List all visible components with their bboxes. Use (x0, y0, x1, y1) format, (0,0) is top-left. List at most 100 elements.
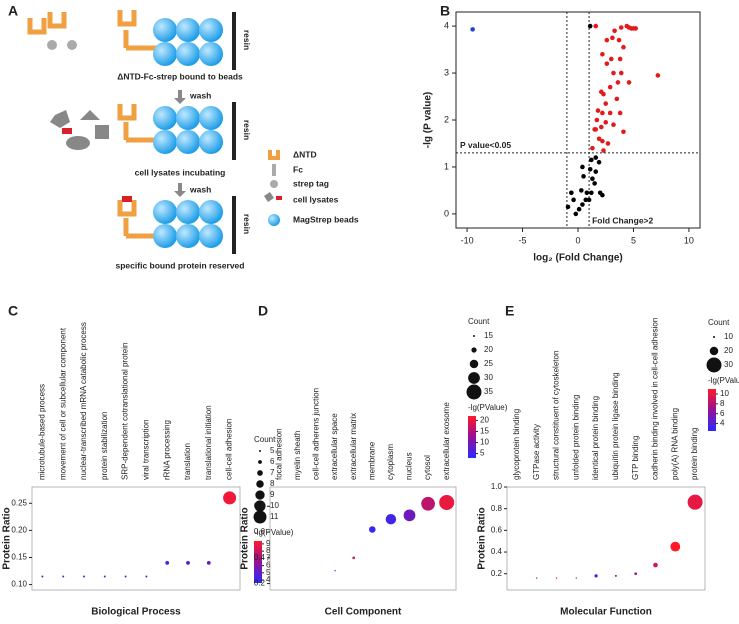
point (607, 84, 613, 90)
category-label: rRNA processing (162, 420, 171, 480)
point (615, 80, 621, 85)
step-label: ΔNTD-Fc-strep bound to beads (117, 71, 243, 81)
category-label: membrane (367, 441, 376, 480)
strep-tag (67, 40, 77, 50)
category-label: movement of cell or subcellular componen… (58, 327, 67, 480)
legend-label: 10 (724, 332, 733, 341)
category-label: focal adhesion (274, 428, 283, 480)
bubble (83, 575, 85, 578)
annotation: Fold Change>2 (592, 215, 653, 225)
point (576, 206, 582, 212)
legend-bubble (713, 336, 715, 338)
panel-label: A (8, 3, 18, 19)
point (595, 108, 601, 113)
legend-bubble (473, 335, 475, 337)
point (579, 188, 584, 193)
legend-title: -lg(PValue) (254, 528, 294, 537)
bubble (41, 575, 44, 578)
category-label: cadherin binding involved in cell-cell a… (651, 318, 660, 480)
bubble (403, 509, 416, 522)
legend-label: 5 (270, 446, 275, 455)
bubble (421, 496, 435, 511)
legend-label: 20 (724, 346, 733, 355)
point (596, 159, 602, 165)
legend-label: 35 (484, 387, 493, 396)
point (610, 35, 615, 41)
bubble (62, 575, 65, 578)
bubble (103, 575, 106, 578)
bubble (334, 570, 336, 572)
annotation: P value<0.05 (460, 140, 511, 150)
y-tick-label: 0 (444, 208, 449, 218)
y-axis-label: Protein Ratio (2, 507, 13, 569)
legend-label: 15 (484, 331, 493, 340)
y-tick-label: 0.15 (11, 553, 27, 562)
point (600, 192, 605, 198)
point (605, 141, 611, 146)
category-label: poly(A) RNA binding (670, 408, 679, 480)
point (601, 148, 606, 153)
panel-label: D (258, 303, 268, 319)
point (580, 164, 585, 170)
category-label: translation (183, 443, 192, 480)
category-label: cell-cell adherens junction (312, 388, 321, 480)
y-tick-label: 1 (444, 161, 449, 171)
point (612, 28, 617, 34)
point (587, 167, 593, 172)
point (607, 110, 613, 116)
bubble (186, 560, 190, 565)
colorbar-label: 6 (720, 409, 725, 418)
point (600, 138, 605, 144)
point (470, 27, 475, 32)
point (590, 145, 595, 151)
bubble (385, 513, 397, 525)
legend-bubble (259, 450, 261, 452)
category-label: identical protein binding (591, 396, 600, 480)
arrow (174, 183, 186, 197)
bubble (594, 574, 598, 578)
y-axis-label: Protein Ratio (240, 507, 251, 569)
category-label: cytoplasm (386, 444, 395, 480)
category-label: extracellular exosome (442, 402, 451, 480)
category-label: GTP binding (631, 436, 640, 480)
colorbar-label: 8 (266, 546, 271, 555)
legend-bubble (471, 347, 477, 353)
category-label: extracellular matrix (349, 413, 358, 480)
y-tick-label: 2 (444, 114, 449, 124)
colorbar (254, 541, 262, 583)
point (590, 176, 595, 181)
bubble (165, 560, 170, 565)
point (604, 61, 610, 66)
bubble (369, 526, 376, 533)
bubble (555, 577, 558, 579)
category-label: extracellular space (330, 413, 339, 480)
bubble (536, 577, 538, 579)
category-label: GTPase activity (532, 424, 541, 480)
resin-label: resin (242, 214, 252, 234)
x-axis-label: Molecular Function (560, 607, 652, 618)
plot-frame (455, 11, 701, 229)
legend-label: 10 (270, 501, 279, 510)
legend-bubble (468, 372, 480, 384)
wash-label: wash (189, 90, 211, 100)
category-label: cytosol (423, 455, 432, 480)
legend-label: 30 (724, 360, 733, 369)
colorbar-label: 20 (480, 416, 489, 425)
bubble (206, 560, 211, 565)
point (604, 37, 610, 43)
point (593, 23, 599, 29)
legend-bubble (709, 346, 719, 356)
y-tick-label: 0.8 (491, 504, 503, 513)
x-tick-label: -5 (519, 235, 527, 245)
category-label: microtubule-based process (38, 384, 47, 480)
category-label: glycoprotein binding (512, 409, 521, 480)
colorbar-label: 10 (720, 389, 729, 398)
y-tick-label: 0.20 (11, 525, 27, 534)
point (655, 73, 661, 78)
colorbar-label: 8 (720, 399, 725, 408)
plot-frame (506, 486, 706, 591)
panel-label: C (8, 303, 18, 319)
bubble (687, 494, 703, 510)
category-label: translational initiation (204, 405, 213, 480)
